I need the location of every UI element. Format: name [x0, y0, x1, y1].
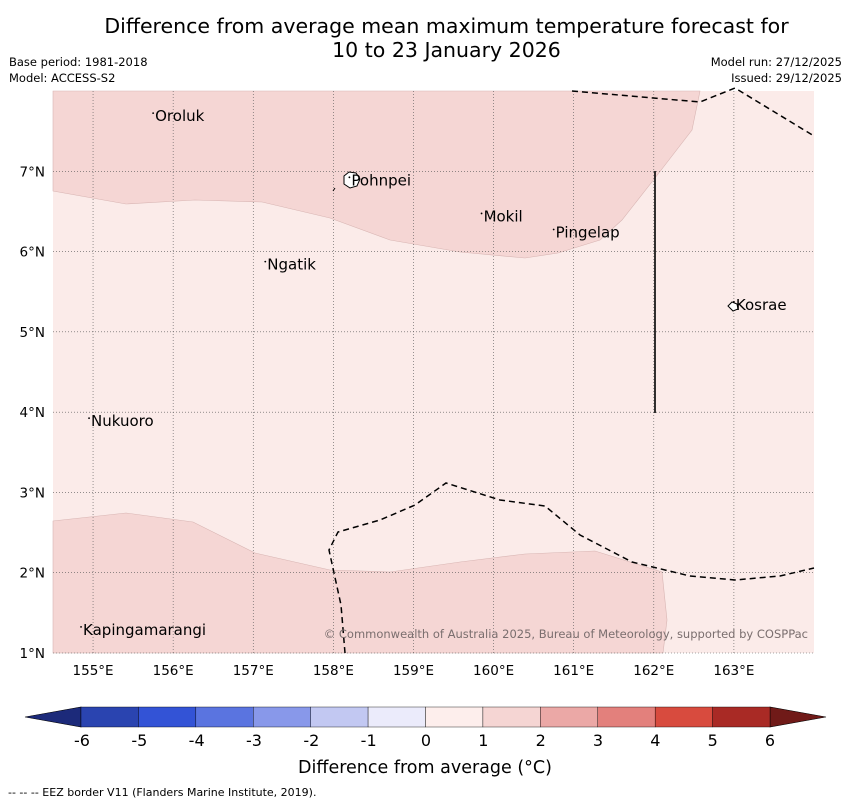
place-marker: [152, 112, 155, 114]
lon-tick-label: 162°E: [633, 663, 674, 679]
place-label-kosrae: Kosrae: [736, 296, 787, 314]
colorbar-tick-label: -6: [74, 731, 90, 750]
eez-footnote: -- -- -- EEZ border V11 (Flanders Marine…: [8, 786, 317, 799]
lon-tick-label: 161°E: [553, 663, 594, 679]
map-axes: 155°E 156°E 157°E 158°E 159°E 160°E 161°E 162°E…: [20, 164, 755, 679]
place-marker: [80, 626, 82, 628]
colorbar-segment: [80, 706, 139, 728]
place-label-kapingamarangi: Kapingamarangi: [83, 621, 206, 639]
colorbar-segment: [195, 706, 254, 728]
place-labels: Oroluk Pohnpei Mokil Pingelap Ngatik Kosrae Nu…: [80, 107, 787, 639]
colorbar-segment: [253, 706, 311, 728]
meta-right: Model run: 27/12/2025 Issued: 29/12/2025: [711, 54, 842, 86]
place-marker: [552, 228, 555, 231]
kosrae-island-outline: [727, 301, 739, 312]
lon-tick-label: 156°E: [153, 663, 194, 679]
place-marker: [264, 260, 267, 263]
colorbar-tick-label: 6: [764, 731, 776, 750]
colorbar-tick-label: -2: [303, 731, 320, 750]
warm-anomaly-region-south: [52, 512, 668, 654]
place-label-oroluk: Oroluk: [155, 107, 204, 125]
place-label-mokil: Mokil: [484, 207, 523, 225]
model-run-text: Model run: 27/12/2025: [710, 55, 842, 69]
eez-boundary-north: [571, 87, 815, 137]
lat-tick-label: 1°N: [20, 646, 45, 662]
place-label-pohnpei: Pohnpei: [351, 171, 411, 189]
colorbar-segment: [654, 706, 713, 728]
lat-tick-label: 4°N: [20, 405, 45, 421]
colorbar-tick-label: 5: [707, 731, 718, 750]
colorbar-tick-label: -5: [131, 731, 148, 750]
place-marker: [88, 417, 90, 420]
copyright-credit: © Commonwealth of Australia 2025, Bureau…: [323, 627, 808, 641]
lat-tick-label: 7°N: [20, 164, 45, 180]
lon-tick-label: 163°E: [713, 663, 754, 679]
lon-tick-label: 155°E: [73, 663, 114, 679]
colorbar-segment: [712, 706, 771, 728]
colorbar-low-extend: [24, 706, 82, 728]
lat-tick-label: 3°N: [20, 485, 45, 501]
issued-text: Issued: 29/12/2025: [731, 71, 842, 85]
colorbar-segment: [425, 706, 484, 728]
lat-tick-label: 6°N: [20, 245, 45, 261]
colorbar: [24, 706, 827, 728]
map-title-line1: Difference from average mean maximum tem…: [104, 14, 789, 38]
eez-boundary-south: [328, 482, 815, 654]
lon-tick-label: 160°E: [473, 663, 514, 679]
lon-tick-label: 157°E: [233, 663, 274, 679]
islands: [332, 171, 739, 312]
place-label-nukuoro: Nukuoro: [91, 412, 154, 430]
colorbar-title: Difference from average (°C): [298, 758, 552, 778]
colorbar-tick-label: 4: [650, 731, 661, 750]
colorbar-tick-label: 1: [478, 731, 489, 750]
colorbar-segment: [310, 706, 369, 728]
pohnpei-island-outline: [343, 171, 361, 189]
colorbar-tick-label: 2: [535, 731, 546, 750]
colorbar-tick-label: -1: [360, 731, 377, 750]
place-marker: [732, 300, 735, 303]
colorbar-tick-label: 0: [420, 731, 432, 750]
place-label-pingelap: Pingelap: [556, 224, 620, 242]
colorbar-segment: [540, 706, 598, 728]
map-title-line2: 10 to 23 January 2026: [332, 38, 561, 62]
base-period-text: Base period: 1981-2018: [9, 55, 148, 69]
graticule: [53, 91, 814, 654]
eez-border: [328, 87, 815, 654]
meta-left: Base period: 1981-2018 Model: ACCESS-S2: [9, 54, 148, 86]
model-text: Model: ACCESS-S2: [9, 71, 116, 85]
colorbar-segment: [138, 706, 197, 728]
ant-atoll-mark: [332, 187, 336, 192]
place-marker: [480, 212, 483, 215]
lat-tick-label: 5°N: [20, 325, 45, 341]
warm-anomaly-region-north: [52, 90, 701, 259]
colorbar-tick-label: -3: [246, 731, 262, 750]
colorbar-high-extend: [769, 706, 827, 728]
lat-tick-label: 2°N: [20, 566, 45, 582]
colorbar-segment: [597, 706, 656, 728]
lon-tick-label: 159°E: [393, 663, 434, 679]
colorbar-tick-label: -4: [188, 731, 205, 750]
colorbar-tick-label: 3: [592, 731, 604, 750]
place-marker: [348, 176, 351, 179]
map-area: [52, 90, 814, 654]
lon-tick-label: 158°E: [313, 663, 354, 679]
colorbar-segment: [482, 706, 541, 728]
colorbar-segment: [367, 706, 426, 728]
place-label-ngatik: Ngatik: [267, 256, 316, 274]
